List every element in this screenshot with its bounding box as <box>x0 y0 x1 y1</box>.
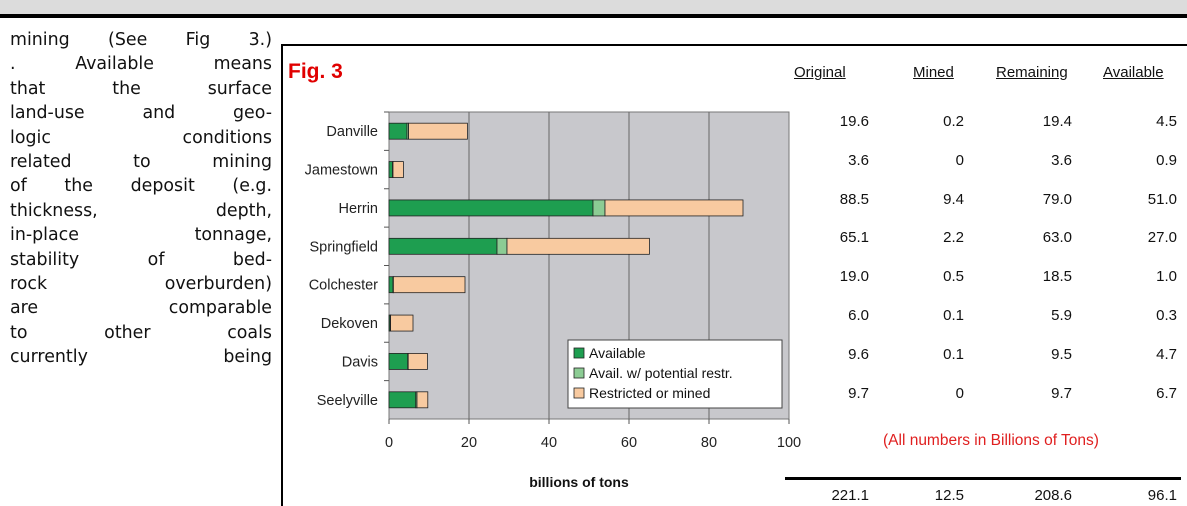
table-cell: 3.6 <box>848 151 869 169</box>
totals-rule <box>785 477 1181 480</box>
body-text-line: logic conditions <box>10 127 272 148</box>
table-cell: 51.0 <box>1147 190 1177 208</box>
total-cell: 221.1 <box>831 487 869 504</box>
table-cell: 9.5 <box>1051 345 1072 363</box>
total-cell: 96.1 <box>1147 487 1177 504</box>
table-header-cell: Available <box>1103 64 1164 81</box>
table-cell: 4.5 <box>1156 113 1177 130</box>
body-text-line: to other coals <box>10 322 272 343</box>
table-cell: 6.0 <box>848 307 869 324</box>
table-cell: 9.7 <box>1051 384 1072 402</box>
table-cell: 27.0 <box>1147 229 1177 247</box>
table-cell: 0.1 <box>943 307 964 324</box>
body-text-line: that the surface <box>10 78 272 99</box>
table-cell: 79.0 <box>1042 190 1072 208</box>
figure-label: Fig. 3 <box>288 60 343 83</box>
body-text-line: stability of bed- <box>10 249 272 270</box>
table-cell: 0.1 <box>943 345 964 363</box>
table-cell: 88.5 <box>839 190 869 208</box>
table-cell: 18.5 <box>1042 268 1072 286</box>
total-cell: 208.6 <box>1034 487 1072 504</box>
body-text-line: mining (See Fig 3.) <box>10 30 272 50</box>
body-text-line: land-use and geo- <box>10 103 272 124</box>
table-cell: 9.4 <box>943 190 964 208</box>
total-cell: 12.5 <box>934 487 964 504</box>
units-note: (All numbers in Billions of Tons) <box>883 432 1099 449</box>
table-cell: 0 <box>955 384 964 402</box>
table-cell: 1.0 <box>1156 268 1177 286</box>
table-cell: 19.0 <box>839 268 869 286</box>
table-cell: 0.9 <box>1156 151 1177 169</box>
table-cell: 9.7 <box>848 384 869 402</box>
body-text-line: . Available means <box>10 54 272 75</box>
table-cell: 6.7 <box>1156 384 1177 402</box>
body-text-line: in-place tonnage, <box>10 225 272 246</box>
body-text-line: are comparable <box>10 298 272 319</box>
table-cell: 2.2 <box>943 229 964 247</box>
table-header-cell: Original <box>794 64 846 81</box>
body-text-line: thickness, depth, <box>10 200 272 221</box>
table-cell: 3.6 <box>1051 151 1072 169</box>
top-band <box>0 0 1187 14</box>
table-cell: 9.6 <box>848 345 869 363</box>
table-cell: 63.0 <box>1042 229 1072 247</box>
body-text-line: related to mining <box>10 152 272 173</box>
table-header-cell: Mined <box>913 64 954 81</box>
table-cell: 0.5 <box>943 268 964 286</box>
table-cell: 65.1 <box>839 229 869 247</box>
table-cell: 4.7 <box>1156 345 1177 363</box>
body-text: mining (See Fig 3.) . Available means that… <box>10 28 272 370</box>
top-rule <box>0 14 1187 18</box>
figure-frame <box>281 44 1187 506</box>
table-cell: 0 <box>955 151 964 169</box>
table-cell: 0.3 <box>1156 307 1177 324</box>
body-text-line: rock overburden) <box>10 274 272 295</box>
table-cell: 0.2 <box>943 113 964 130</box>
table-cell: 5.9 <box>1051 307 1072 324</box>
body-text-line: of the deposit (e.g. <box>10 176 272 197</box>
body-text-line: currently being <box>10 347 272 368</box>
table-header-cell: Remaining <box>996 64 1068 81</box>
table-cell: 19.6 <box>839 113 869 130</box>
table-cell: 19.4 <box>1042 113 1072 130</box>
